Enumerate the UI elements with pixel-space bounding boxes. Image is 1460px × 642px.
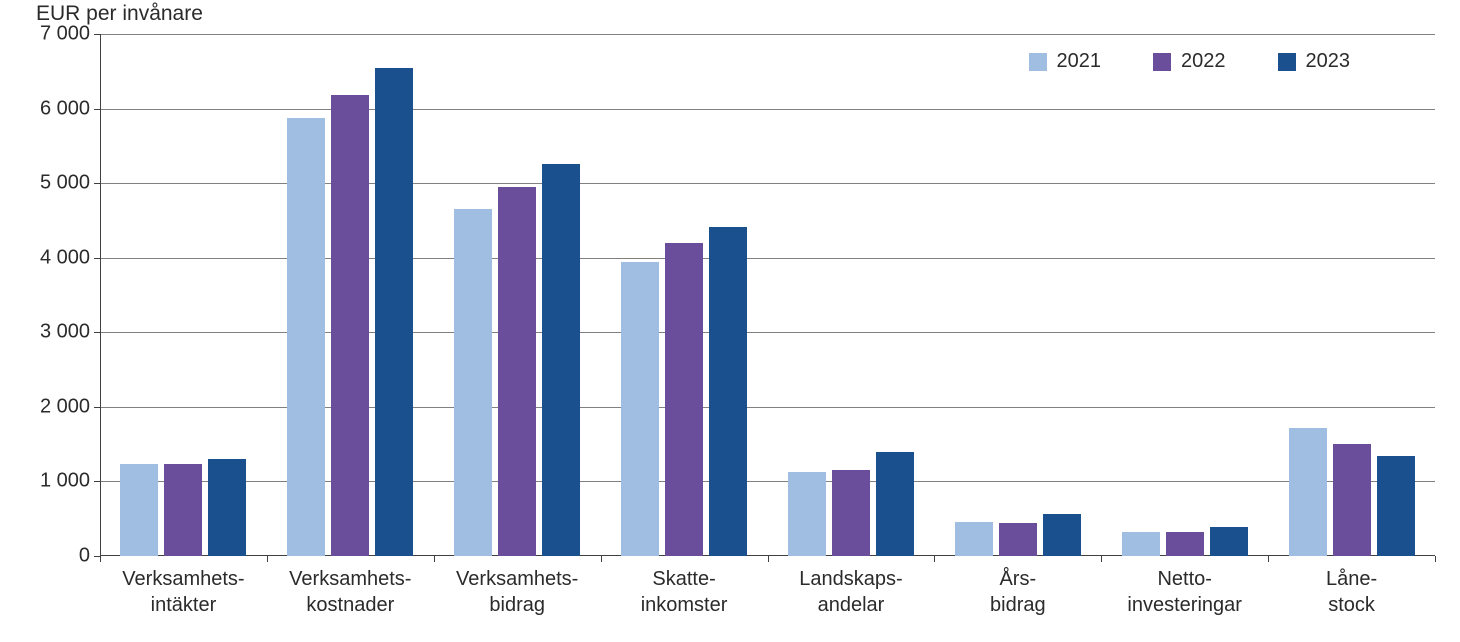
x-category-label-line1: Verksamhets- xyxy=(267,566,434,592)
bar xyxy=(454,209,492,556)
bar xyxy=(164,464,202,556)
bar xyxy=(876,452,914,556)
x-category-label-line1: Verksamhets- xyxy=(434,566,601,592)
bar xyxy=(375,68,413,556)
x-tick-mark xyxy=(601,556,602,562)
bar xyxy=(1289,428,1327,556)
x-category-label-line2: bidrag xyxy=(434,592,601,618)
legend-item: 2022 xyxy=(1153,50,1226,73)
bar xyxy=(665,243,703,556)
x-tick-mark xyxy=(1268,556,1269,562)
bar xyxy=(1333,444,1371,556)
x-category-label-line1: Verksamhets- xyxy=(100,566,267,592)
legend-label: 2022 xyxy=(1181,50,1226,73)
x-tick-mark xyxy=(434,556,435,562)
bar xyxy=(788,472,826,556)
legend-swatch xyxy=(1278,53,1296,71)
x-category-label: Låne-stock xyxy=(1268,566,1435,618)
x-tick-mark xyxy=(1435,556,1436,562)
x-category-label-line2: bidrag xyxy=(934,592,1101,618)
x-category-label-line1: Års- xyxy=(934,566,1101,592)
plot-area: 01 0002 0003 0004 0005 0006 0007 000Verk… xyxy=(100,34,1435,556)
bar xyxy=(287,118,325,556)
legend-item: 2021 xyxy=(1029,50,1102,73)
gridline xyxy=(100,109,1435,110)
bar xyxy=(1166,532,1204,556)
bar xyxy=(498,187,536,556)
bar xyxy=(542,164,580,556)
legend-swatch xyxy=(1029,53,1047,71)
y-tick-label: 2 000 xyxy=(40,395,90,418)
legend-swatch xyxy=(1153,53,1171,71)
gridline xyxy=(100,34,1435,35)
bar xyxy=(832,470,870,557)
x-category-label: Verksamhets-kostnader xyxy=(267,566,434,618)
bar xyxy=(1043,514,1081,556)
bar xyxy=(709,227,747,556)
x-category-label-line2: investeringar xyxy=(1101,592,1268,618)
bar xyxy=(955,522,993,556)
x-category-label: Skatte-inkomster xyxy=(601,566,768,618)
x-category-label-line2: intäkter xyxy=(100,592,267,618)
legend-item: 2023 xyxy=(1278,50,1351,73)
x-category-label: Landskaps-andelar xyxy=(768,566,935,618)
bar xyxy=(1210,527,1248,556)
x-tick-mark xyxy=(768,556,769,562)
legend-label: 2023 xyxy=(1306,50,1351,73)
y-tick-label: 0 xyxy=(79,545,90,568)
chart-container: EUR per invånare 01 0002 0003 0004 0005 … xyxy=(0,0,1460,642)
y-tick-label: 5 000 xyxy=(40,172,90,195)
y-tick-label: 6 000 xyxy=(40,97,90,120)
x-category-label-line1: Netto- xyxy=(1101,566,1268,592)
x-category-label-line2: inkomster xyxy=(601,592,768,618)
x-category-label: Års-bidrag xyxy=(934,566,1101,618)
x-tick-mark xyxy=(100,556,101,562)
x-category-label: Verksamhets-bidrag xyxy=(434,566,601,618)
x-category-label-line2: stock xyxy=(1268,592,1435,618)
y-tick-label: 7 000 xyxy=(40,23,90,46)
x-category-label-line1: Låne- xyxy=(1268,566,1435,592)
bar xyxy=(1377,456,1415,556)
bar xyxy=(1122,532,1160,556)
bar xyxy=(621,262,659,556)
legend-label: 2021 xyxy=(1057,50,1102,73)
x-tick-mark xyxy=(1101,556,1102,562)
bar xyxy=(331,95,369,556)
x-category-label: Netto-investeringar xyxy=(1101,566,1268,618)
x-category-label: Verksamhets-intäkter xyxy=(100,566,267,618)
x-category-label-line1: Skatte- xyxy=(601,566,768,592)
bar xyxy=(208,459,246,556)
x-category-label-line1: Landskaps- xyxy=(768,566,935,592)
x-tick-mark xyxy=(934,556,935,562)
y-tick-label: 1 000 xyxy=(40,470,90,493)
y-axis-line xyxy=(100,34,101,556)
bar xyxy=(120,464,158,556)
y-tick-label: 3 000 xyxy=(40,321,90,344)
y-tick-label: 4 000 xyxy=(40,246,90,269)
legend: 2021 2022 2023 xyxy=(1029,50,1351,73)
x-category-label-line2: andelar xyxy=(768,592,935,618)
bar xyxy=(999,523,1037,556)
x-tick-mark xyxy=(267,556,268,562)
x-category-label-line2: kostnader xyxy=(267,592,434,618)
